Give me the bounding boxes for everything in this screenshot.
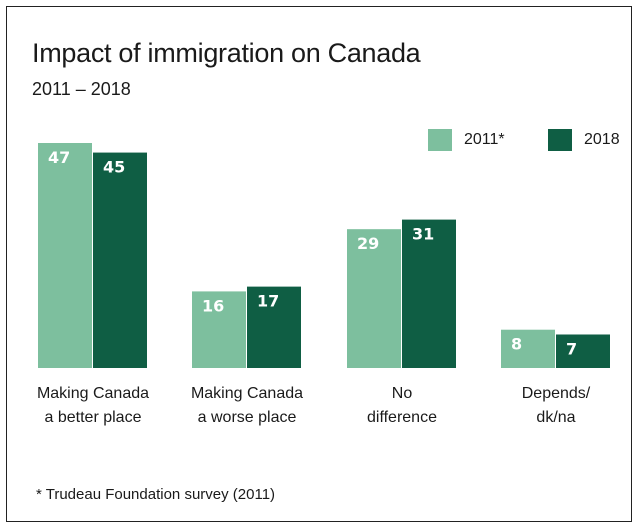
legend-label-2011: 2011* [464,131,505,148]
bar-making-canada-a-worse-place-2018 [247,286,301,368]
bar-value-label: 29 [357,234,379,253]
bar-making-canada-a-better-place-2011 [38,143,92,368]
legend-item-2018: 2018 [548,127,620,153]
legend-swatch-2018 [548,129,572,151]
category-label: a better place [45,409,142,426]
category-label: Making Canada [191,385,303,402]
bar-no-difference-2018 [402,219,456,368]
bar-value-label: 47 [48,148,70,167]
bar-value-label: 45 [103,158,125,177]
footnote: * Trudeau Foundation survey (2011) [36,486,276,503]
bar-depends-dk-na-2018 [556,334,610,368]
legend-label-2018: 2018 [584,131,620,148]
bar-value-label: 16 [202,296,224,315]
category-label: dk/na [536,409,575,426]
legend-item-2011: 2011* [428,127,505,153]
category-label: difference [367,409,437,426]
bar-value-label: 31 [412,225,434,244]
category-label: Making Canada [37,385,149,402]
category-label: a worse place [198,409,297,426]
bar-value-label: 8 [511,335,522,354]
chart-subtitle: 2011 – 2018 [32,79,131,99]
bar-value-label: 7 [566,339,577,358]
bar-value-label: 17 [257,292,279,311]
bar-making-canada-a-better-place-2018 [93,152,147,368]
category-label: No [392,385,413,402]
bar-making-canada-a-worse-place-2011 [192,291,246,368]
chart-title: Impact of immigration on Canada [32,38,421,68]
bar-no-difference-2011 [347,229,401,368]
category-label: Depends/ [522,385,591,402]
bar-depends-dk-na-2011 [501,329,555,368]
legend-swatch-2011 [428,129,452,151]
